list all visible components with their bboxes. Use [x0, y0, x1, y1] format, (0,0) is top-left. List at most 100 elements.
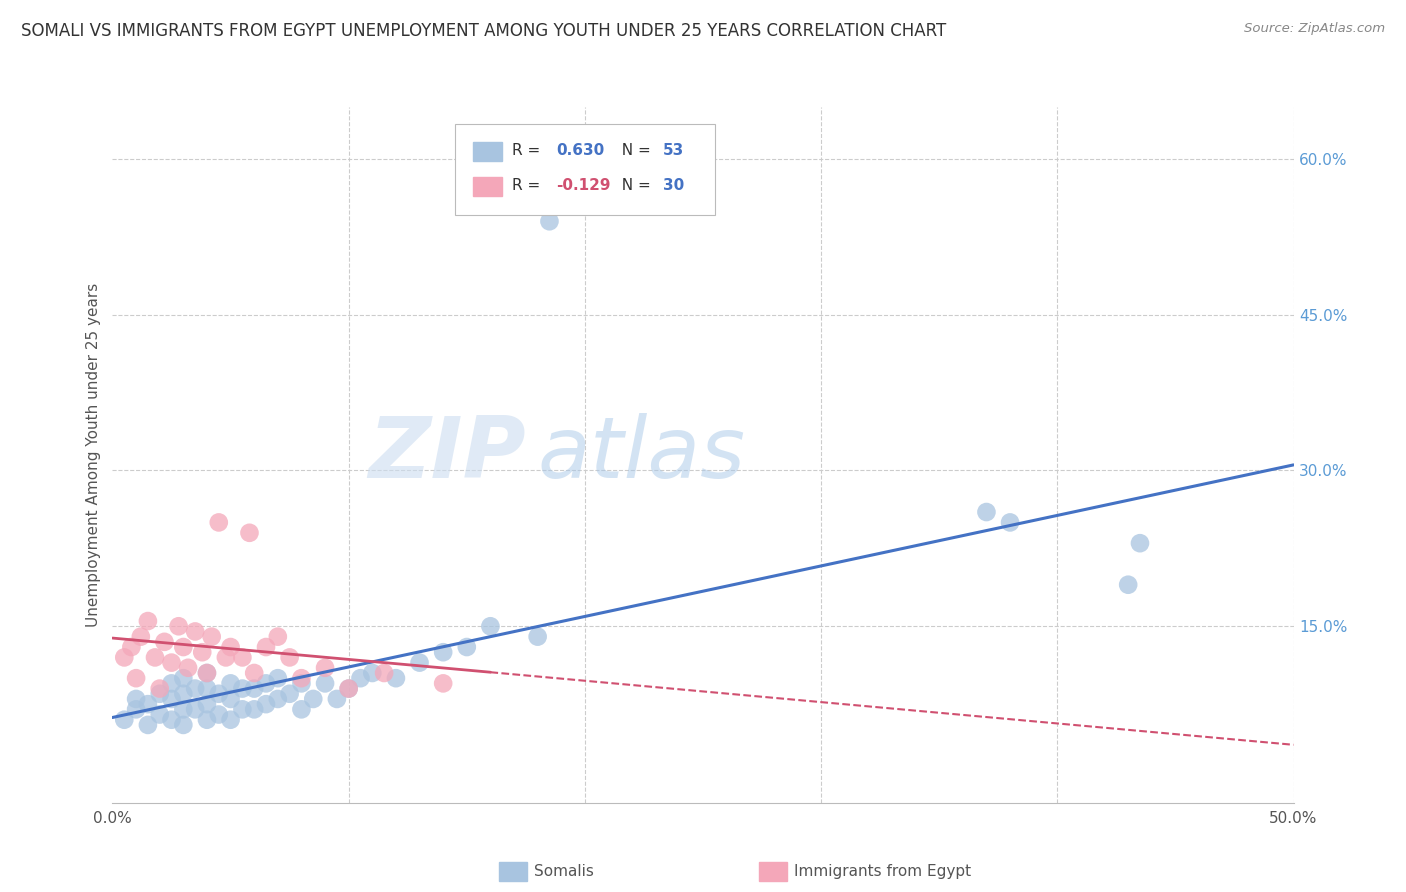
Point	[290, 702, 312, 716]
Point	[112, 650, 135, 665]
Point	[149, 681, 172, 696]
Text: -0.129: -0.129	[557, 178, 612, 194]
Point	[385, 671, 408, 685]
Point	[136, 718, 159, 732]
Point	[373, 665, 395, 680]
Point	[1129, 536, 1152, 550]
Text: 0.630: 0.630	[557, 144, 605, 159]
Point	[172, 702, 194, 716]
Point	[201, 630, 224, 644]
Text: N =: N =	[612, 178, 655, 194]
Point	[254, 640, 277, 654]
Point	[408, 656, 430, 670]
Text: 53: 53	[662, 144, 685, 159]
Point	[998, 516, 1021, 530]
Point	[302, 692, 325, 706]
Point	[167, 619, 190, 633]
Point	[238, 525, 260, 540]
Point	[219, 692, 242, 706]
Point	[219, 640, 242, 654]
Text: Immigrants from Egypt: Immigrants from Egypt	[794, 864, 972, 879]
Point	[120, 640, 142, 654]
Point	[278, 687, 301, 701]
Point	[314, 676, 336, 690]
Text: Source: ZipAtlas.com: Source: ZipAtlas.com	[1244, 22, 1385, 36]
Point	[153, 635, 176, 649]
Point	[125, 692, 148, 706]
Point	[208, 516, 231, 530]
Point	[538, 214, 561, 228]
Point	[160, 676, 183, 690]
Text: 30: 30	[662, 178, 685, 194]
Point	[337, 681, 360, 696]
Point	[191, 645, 214, 659]
Point	[432, 645, 454, 659]
Point	[208, 707, 231, 722]
Text: N =: N =	[612, 144, 655, 159]
Point	[125, 671, 148, 685]
Point	[143, 650, 166, 665]
Point	[1116, 578, 1139, 592]
Point	[337, 681, 360, 696]
Point	[160, 656, 183, 670]
FancyBboxPatch shape	[456, 124, 714, 215]
Point	[243, 681, 266, 696]
Point	[195, 681, 218, 696]
Text: R =: R =	[512, 178, 544, 194]
Point	[254, 697, 277, 711]
Point	[290, 671, 312, 685]
Point	[195, 713, 218, 727]
Point	[208, 687, 231, 701]
Point	[219, 676, 242, 690]
FancyBboxPatch shape	[472, 177, 502, 196]
Point	[456, 640, 478, 654]
Point	[125, 702, 148, 716]
Point	[349, 671, 371, 685]
Point	[243, 702, 266, 716]
Text: R =: R =	[512, 144, 544, 159]
Point	[172, 718, 194, 732]
Point	[215, 650, 238, 665]
Point	[243, 665, 266, 680]
Point	[184, 681, 207, 696]
Point	[195, 697, 218, 711]
Point	[129, 630, 152, 644]
Text: SOMALI VS IMMIGRANTS FROM EGYPT UNEMPLOYMENT AMONG YOUTH UNDER 25 YEARS CORRELAT: SOMALI VS IMMIGRANTS FROM EGYPT UNEMPLOY…	[21, 22, 946, 40]
Point	[172, 640, 194, 654]
Text: ZIP: ZIP	[368, 413, 526, 497]
Point	[526, 630, 548, 644]
FancyBboxPatch shape	[472, 142, 502, 161]
Point	[184, 702, 207, 716]
Point	[314, 661, 336, 675]
Point	[160, 713, 183, 727]
Point	[267, 692, 290, 706]
Point	[231, 702, 253, 716]
Y-axis label: Unemployment Among Youth under 25 years: Unemployment Among Youth under 25 years	[86, 283, 101, 627]
Point	[149, 687, 172, 701]
Text: Somalis: Somalis	[534, 864, 595, 879]
Point	[432, 676, 454, 690]
Point	[112, 713, 135, 727]
Point	[172, 687, 194, 701]
Point	[267, 630, 290, 644]
Point	[160, 692, 183, 706]
Point	[149, 707, 172, 722]
Point	[976, 505, 998, 519]
Point	[136, 614, 159, 628]
Point	[195, 665, 218, 680]
Point	[290, 676, 312, 690]
Point	[278, 650, 301, 665]
Point	[326, 692, 349, 706]
Point	[361, 665, 384, 680]
Point	[231, 650, 253, 665]
Point	[177, 661, 200, 675]
Point	[172, 671, 194, 685]
Point	[479, 619, 502, 633]
Point	[267, 671, 290, 685]
Text: atlas: atlas	[537, 413, 745, 497]
Point	[184, 624, 207, 639]
Point	[195, 665, 218, 680]
Point	[231, 681, 253, 696]
Point	[219, 713, 242, 727]
Point	[254, 676, 277, 690]
